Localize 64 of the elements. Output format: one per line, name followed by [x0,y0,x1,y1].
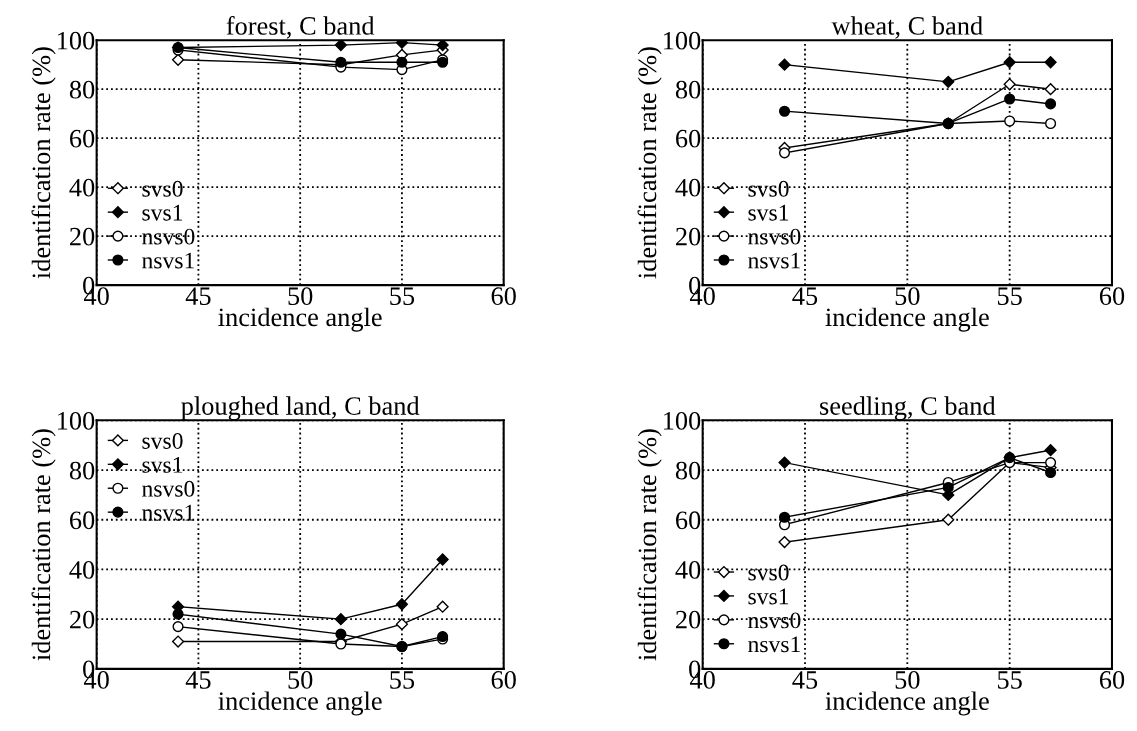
x-axis-title: incidence angle [825,691,989,716]
y-axis-title: identification rate (%) [31,429,56,661]
legend-label: nsvs1 [748,636,800,653]
legend-label: svs0 [748,180,789,197]
x-axis-title: incidence angle [825,307,989,332]
y-axis-title: identification rate (%) [31,47,56,279]
y-tick-label: 60 [70,511,95,530]
x-tick-label: 55 [390,671,415,689]
y-tick-label: 80 [69,461,95,480]
x-tick-label: 55 [998,671,1022,689]
y-tick-label: 100 [664,31,701,50]
x-tick-label: 50 [288,671,313,689]
chart-title: seedling, C band [820,396,996,421]
legend-label: svs1 [142,456,183,473]
legend-label: nsvs1 [748,252,800,269]
legend-label: nsvs0 [142,228,195,245]
x-tick-label: 50 [895,671,920,689]
legend-label: nsvs1 [142,504,194,521]
legend-label: svs0 [748,564,789,581]
chart-title: wheat, C band [831,16,983,39]
y-tick-label: 40 [675,178,701,197]
x-tick-label: 60 [1099,671,1125,689]
y-tick-label: 80 [675,80,701,99]
legend-label: svs0 [142,432,183,449]
y-tick-label: 80 [675,461,701,480]
y-axis-title: identification rate (%) [637,47,662,279]
y-tick-label: 100 [664,411,701,430]
y-tick-label: 40 [69,178,95,197]
legend-label: nsvs0 [748,612,801,629]
y-tick-label: 60 [676,511,701,530]
x-tick-label: 45 [792,671,818,689]
y-tick-label: 40 [675,561,701,579]
legend-label: svs1 [748,204,789,221]
x-tick-label: 50 [895,287,920,306]
y-axis-title: identification rate (%) [637,429,662,661]
y-tick-label: 100 [57,411,95,430]
legend-label: svs1 [142,204,183,221]
y-tick-label: 20 [676,227,701,246]
legend-label: nsvs0 [142,480,195,497]
y-tick-label: 60 [70,129,95,148]
legend-label: svs1 [748,588,789,605]
x-axis-title: incidence angle [218,691,382,716]
y-tick-label: 60 [676,129,701,148]
x-tick-label: 45 [792,287,818,306]
legend-label: nsvs0 [748,228,801,245]
x-tick-label: 55 [998,287,1022,306]
y-tick-label: 40 [69,561,95,579]
x-axis-title: incidence angle [218,307,382,332]
legend-label: svs0 [142,180,183,197]
x-tick-label: 60 [491,287,516,306]
y-tick-label: 20 [70,610,95,629]
y-tick-label: 20 [70,227,95,246]
y-tick-label: 80 [69,80,95,99]
x-tick-label: 45 [185,671,211,689]
x-tick-label: 55 [390,287,415,306]
chart-title: ploughed land, C band [181,396,420,421]
chart-title: forest, C band [226,16,375,39]
x-tick-label: 45 [185,287,211,306]
legend-label: nsvs1 [142,252,194,269]
y-tick-label: 100 [57,31,95,50]
x-tick-label: 50 [288,287,313,306]
x-tick-label: 60 [1099,287,1125,306]
y-tick-label: 20 [676,610,701,629]
x-tick-label: 60 [491,671,516,689]
